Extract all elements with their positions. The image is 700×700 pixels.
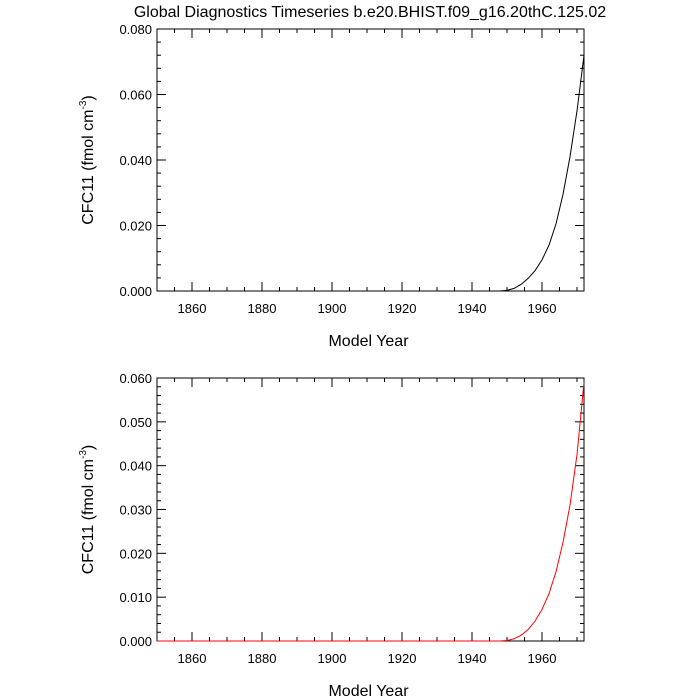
y-tick-label: 0.000 (119, 634, 152, 649)
y-axis-label-superscript: -3 (78, 450, 89, 459)
x-tick-label: 1900 (318, 301, 347, 316)
y-tick-label: 0.030 (119, 503, 152, 518)
y-tick-label: 0.010 (119, 590, 152, 605)
x-tick-label: 1940 (458, 301, 487, 316)
series-line-2 (157, 382, 585, 642)
y-axis-label-close: ) (80, 445, 97, 450)
y-tick-label: 0.020 (119, 546, 152, 561)
chart-title: Global Diagnostics Timeseries b.e20.BHIS… (134, 4, 606, 21)
y-tick-label: 0.020 (119, 219, 152, 234)
x-axis-label: Model Year (328, 333, 409, 350)
y-tick-label: 0.040 (119, 153, 152, 168)
series-line-1 (157, 55, 585, 292)
plot-frame-1 (156, 28, 585, 292)
x-tick-label: 1960 (528, 301, 557, 316)
x-tick-label: 1880 (248, 301, 277, 316)
y-tick-label: 0.000 (119, 284, 152, 299)
x-tick-label: 1860 (178, 301, 207, 316)
y-tick-label: 0.080 (119, 22, 152, 37)
y-tick-label: 0.050 (119, 415, 152, 430)
plot-frame-2 (156, 377, 585, 642)
x-tick-label: 1920 (388, 651, 417, 666)
y-tick-label: 0.060 (119, 371, 152, 386)
y-tick-label: 0.040 (119, 459, 152, 474)
y-axis-label-close: ) (80, 95, 97, 100)
y-axis-label-superscript: -3 (78, 100, 89, 109)
x-tick-label: 1880 (248, 651, 277, 666)
x-tick-label: 1860 (178, 651, 207, 666)
x-tick-label: 1900 (318, 651, 347, 666)
y-axis-label-main: CFC11 (fmol cm (80, 109, 97, 224)
y-axis-label: CFC11 (fmol cm-3) (78, 95, 97, 225)
x-axis-label: Model Year (328, 683, 409, 700)
x-tick-label: 1920 (388, 301, 417, 316)
y-tick-label: 0.060 (119, 88, 152, 103)
x-tick-label: 1960 (528, 651, 557, 666)
y-axis-label-main: CFC11 (fmol cm (80, 459, 97, 574)
x-tick-label: 1940 (458, 651, 487, 666)
y-axis-label: CFC11 (fmol cm-3) (78, 445, 97, 575)
